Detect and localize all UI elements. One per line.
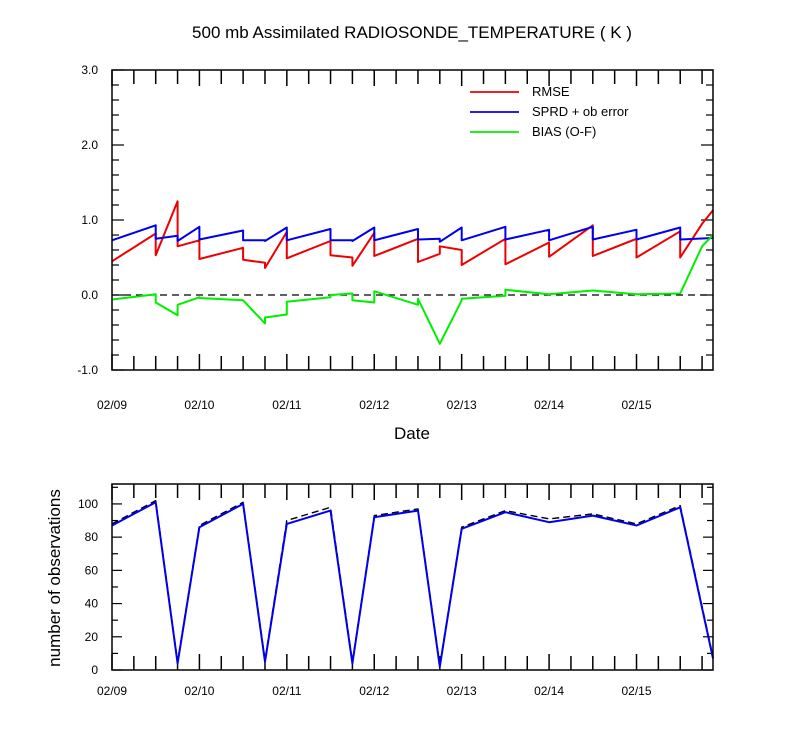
- series-line-bias-o-f: [111, 234, 714, 345]
- top-plot-area: 02/09 02/10 02/11 02/12 02/13 02/14 02/15 -1.0…: [77, 63, 714, 412]
- x-tick-label: 02/15: [621, 684, 651, 698]
- x-tick-label: 02/15: [621, 398, 651, 412]
- bottom-plot-frame: [111, 483, 714, 671]
- x-tick-label: 02/12: [359, 398, 389, 412]
- y-tick-label: -1.0: [77, 363, 98, 377]
- x-tick-label: 02/14: [534, 398, 564, 412]
- top-plot-frame: [111, 69, 714, 371]
- x-tick-label: 02/11: [272, 684, 301, 698]
- y-axis-title-number-of-observations: number of observations: [45, 489, 64, 667]
- y-tick-label: 2.0: [81, 138, 98, 152]
- y-tick-label: 40: [85, 597, 99, 611]
- legend-label-bias-o-f: BIAS (O-F): [532, 124, 596, 139]
- y-tick-label: 100: [78, 497, 98, 511]
- x-tick-label: 02/12: [359, 684, 389, 698]
- top-series-group: [111, 200, 714, 345]
- x-tick-label: 02/10: [184, 684, 214, 698]
- observations-line-possible: [111, 499, 714, 666]
- x-tick-label: 02/11: [272, 398, 301, 412]
- x-axis-title-date: Date: [394, 424, 430, 443]
- y-tick-label: 60: [85, 563, 99, 577]
- series-line-rmse: [111, 200, 714, 269]
- x-tick-label: 02/09: [97, 684, 127, 698]
- top-chart-title: 500 mb Assimilated RADIOSONDE_TEMPERATUR…: [192, 23, 632, 42]
- x-tick-label: 02/13: [447, 398, 477, 412]
- y-tick-label: 0: [91, 663, 98, 677]
- y-tick-label: 80: [85, 530, 99, 544]
- y-tick-label: 1.0: [81, 213, 98, 227]
- legend-label-sprd-ob-error: SPRD + ob error: [532, 104, 629, 119]
- bottom-y-tick-labels: 0 20 40 60 80 100: [78, 497, 98, 677]
- bottom-x-tick-labels: 02/09 02/10 02/11 02/12 02/13 02/14 02/15: [97, 684, 652, 698]
- legend: RMSE SPRD + ob error BIAS (O-F): [470, 84, 629, 139]
- x-tick-label: 02/13: [447, 684, 477, 698]
- y-tick-label: 20: [85, 630, 99, 644]
- top-y-tick-labels: -1.0 0.0 1.0 2.0 3.0: [77, 63, 98, 377]
- x-tick-label: 02/09: [97, 398, 127, 412]
- top-x-tick-labels: 02/09 02/10 02/11 02/12 02/13 02/14 02/15: [97, 398, 652, 412]
- bottom-series-group: [111, 499, 714, 668]
- legend-label-rmse: RMSE: [532, 84, 570, 99]
- x-tick-label: 02/14: [534, 684, 564, 698]
- top-tick-marks: [111, 69, 713, 371]
- y-tick-label: 3.0: [81, 63, 98, 77]
- x-tick-label: 02/10: [184, 398, 214, 412]
- series-line-sprd-ob-error: [111, 224, 714, 243]
- observations-line-assimilated: [111, 501, 714, 668]
- bottom-plot-area: 02/09 02/10 02/11 02/12 02/13 02/14 02/15 0 20 4…: [78, 483, 714, 698]
- y-tick-label: 0.0: [81, 288, 98, 302]
